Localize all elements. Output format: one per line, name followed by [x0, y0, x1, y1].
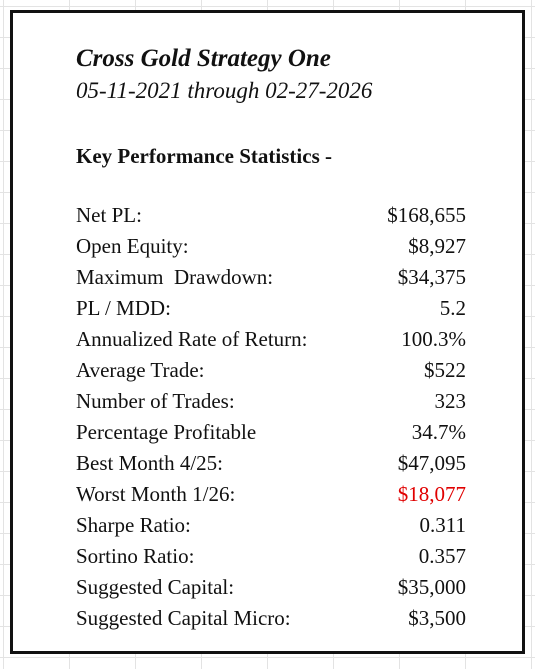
stat-value: 34.7%	[411, 420, 466, 444]
stat-label: Net PL:	[76, 203, 142, 227]
stat-label: Annualized Rate of Return:	[76, 327, 308, 351]
stat-row-number-of-trades[interactable]: Number of Trades: 323	[76, 386, 466, 417]
stat-label: Open Equity:	[76, 234, 189, 258]
stat-label: Sharpe Ratio:	[76, 513, 191, 537]
stat-row-average-trade[interactable]: Average Trade: $522	[76, 355, 466, 386]
stat-row-annualized-return[interactable]: Annualized Rate of Return: 100.3%	[76, 324, 466, 355]
stats-list: Net PL: $168,655 Open Equity: $8,927 Max…	[76, 200, 466, 634]
stat-label: Maximum Drawdown:	[76, 265, 274, 289]
stat-value: 0.357	[418, 544, 466, 568]
stat-label: PL / MDD:	[76, 296, 171, 320]
stat-row-sortino-ratio[interactable]: Sortino Ratio: 0.357	[76, 541, 466, 572]
stat-label: Worst Month 1/26:	[76, 482, 236, 506]
stat-row-max-drawdown[interactable]: Maximum Drawdown: $34,375	[76, 262, 466, 293]
stat-value-negative: $18,077	[397, 482, 466, 506]
stat-row-pl-mdd[interactable]: PL / MDD: 5.2	[76, 293, 466, 324]
stat-row-best-month[interactable]: Best Month 4/25: $47,095	[76, 448, 466, 479]
stat-value: 323	[434, 389, 467, 413]
stat-row-sharpe-ratio[interactable]: Sharpe Ratio: 0.311	[76, 510, 466, 541]
stat-label: Percentage Profitable	[76, 420, 257, 444]
stat-label: Average Trade:	[76, 358, 205, 382]
stat-label: Sortino Ratio:	[76, 544, 195, 568]
stat-row-open-equity[interactable]: Open Equity: $8,927	[76, 231, 466, 262]
performance-report-box: Cross Gold Strategy One 05-11-2021 throu…	[10, 10, 525, 654]
stat-row-suggested-capital[interactable]: Suggested Capital: $35,000	[76, 572, 466, 603]
stat-row-worst-month[interactable]: Worst Month 1/26: $18,077	[76, 479, 466, 510]
stat-label: Suggested Capital:	[76, 575, 235, 599]
stat-row-suggested-capital-micro[interactable]: Suggested Capital Micro: $3,500	[76, 603, 466, 634]
stat-value: $47,095	[397, 451, 466, 475]
stat-row-net-pl[interactable]: Net PL: $168,655	[76, 200, 466, 231]
stat-row-percentage-profitable[interactable]: Percentage Profitable 34.7%	[76, 417, 466, 448]
report-title: Cross Gold Strategy One	[76, 45, 331, 72]
stat-value: $8,927	[408, 234, 466, 258]
report-date-range: 05-11-2021 through 02-27-2026	[76, 78, 373, 103]
section-heading: Key Performance Statistics -	[76, 144, 332, 168]
stat-label: Best Month 4/25:	[76, 451, 224, 475]
stat-value: $35,000	[397, 575, 466, 599]
stat-value: 100.3%	[401, 327, 466, 351]
stat-label: Suggested Capital Micro:	[76, 606, 291, 630]
stat-value: 0.311	[419, 513, 466, 537]
stat-value: $168,655	[387, 203, 466, 227]
stat-value: 5.2	[439, 296, 466, 320]
stat-value: $522	[424, 358, 466, 382]
stat-value: $3,500	[408, 606, 466, 630]
stat-label: Number of Trades:	[76, 389, 235, 413]
stat-value: $34,375	[397, 265, 466, 289]
